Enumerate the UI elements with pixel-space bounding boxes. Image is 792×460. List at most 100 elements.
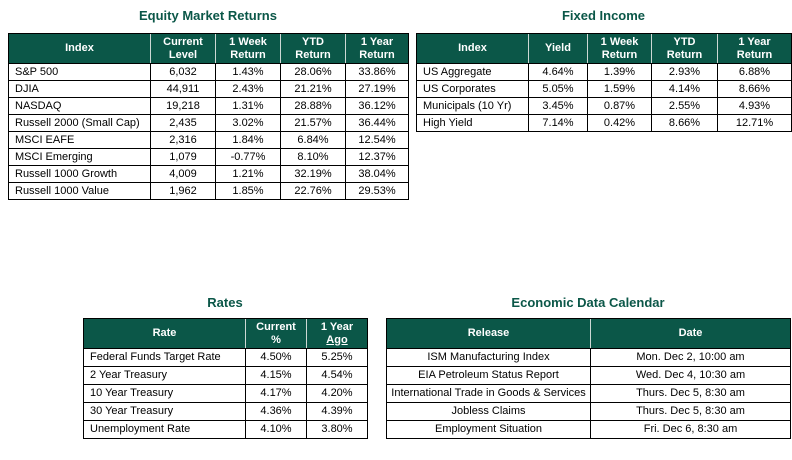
column-header-text: Date — [678, 327, 703, 339]
cell: 38.04% — [345, 165, 409, 183]
cell: US Corporates — [416, 80, 529, 98]
cell: 1.59% — [587, 80, 652, 98]
fixed-income-panel: Fixed Income Index Yield 1 Week Return YTD Re… — [416, 8, 792, 132]
cell: 6.84% — [280, 131, 346, 149]
column-header-text: Return — [736, 48, 773, 61]
column-header: YTD Return — [651, 33, 718, 64]
cell: 4.39% — [306, 402, 368, 421]
cell: Thurs. Dec 5, 8:30 am — [590, 402, 791, 421]
equity-market-returns-table: Index Current Level 1 Week Return YTD Return 1 … — [8, 33, 409, 200]
column-header: YTD Return — [280, 33, 346, 64]
cell: 6.88% — [717, 63, 792, 81]
column-header-text: YTD — [673, 35, 696, 48]
cell: 8.66% — [717, 80, 792, 98]
cell: 2.55% — [651, 97, 718, 115]
cell: 1.21% — [215, 165, 281, 183]
cell: EIA Petroleum Status Report — [386, 366, 591, 385]
cell: 30 Year Treasury — [83, 402, 246, 421]
cell: 4.17% — [245, 384, 307, 403]
cell: S&P 500 — [8, 63, 151, 81]
cell: ISM Manufacturing Index — [386, 348, 591, 367]
cell: 4.64% — [528, 63, 588, 81]
cell: 21.57% — [280, 114, 346, 132]
table-row: 10 Year Treasury 4.17% 4.20% — [83, 384, 368, 403]
column-header-text: Return — [359, 48, 395, 61]
column-header-text: Ago — [326, 333, 348, 346]
cell: 19,218 — [150, 97, 216, 115]
column-header: Index — [8, 33, 151, 64]
cell: 4.10% — [245, 420, 307, 439]
cell: International Trade in Goods & Services — [386, 384, 591, 403]
cell: 2.93% — [651, 63, 718, 81]
table-row: High Yield 7.14% 0.42% 8.66% 12.71% — [416, 114, 792, 132]
cell: 2.43% — [215, 80, 281, 98]
column-header-text: Return — [295, 48, 331, 61]
column-header-text: Level — [168, 48, 198, 61]
table-row: Russell 2000 (Small Cap) 2,435 3.02% 21.57%… — [8, 114, 409, 132]
cell: 4.36% — [245, 402, 307, 421]
column-header-text: % — [271, 333, 281, 346]
cell: 6,032 — [150, 63, 216, 81]
cell: 3.45% — [528, 97, 588, 115]
cell: 4.50% — [245, 348, 307, 367]
column-header: Current Level — [150, 33, 216, 64]
column-header: 1 Year Return — [717, 33, 792, 64]
cell: Russell 1000 Value — [8, 182, 151, 200]
cell: 10 Year Treasury — [83, 384, 246, 403]
cell: 29.53% — [345, 182, 409, 200]
column-header: Release — [386, 318, 591, 349]
table-row: Federal Funds Target Rate 4.50% 5.25% — [83, 348, 368, 367]
cell: Mon. Dec 2, 10:00 am — [590, 348, 791, 367]
fixed-income-table: Index Yield 1 Week Return YTD Return 1 Year Ret… — [416, 33, 792, 132]
cell: 36.12% — [345, 97, 409, 115]
column-header-text: Release — [467, 327, 510, 339]
header-row: Index Current Level 1 Week Return YTD Return 1 … — [8, 33, 409, 64]
column-header-text: 1 Year — [738, 35, 771, 48]
cell: Thurs. Dec 5, 8:30 am — [590, 384, 791, 403]
cell: Russell 2000 (Small Cap) — [8, 114, 151, 132]
cell: 3.02% — [215, 114, 281, 132]
cell: 27.19% — [345, 80, 409, 98]
cell: MSCI Emerging — [8, 148, 151, 166]
cell: 28.06% — [280, 63, 346, 81]
column-header: Current% — [245, 318, 307, 349]
table-row: International Trade in Goods & Services T… — [386, 384, 791, 403]
cell: 8.10% — [280, 148, 346, 166]
column-header: Index — [416, 33, 529, 64]
column-header-text: 1 Year — [320, 320, 354, 333]
column-header-text: Current — [256, 320, 296, 333]
column-header-text: Return — [230, 48, 266, 61]
column-header-text: Yield — [545, 42, 571, 54]
column-header-text: 1 Year — [360, 35, 394, 48]
column-header-text: Rate — [152, 327, 177, 339]
cell: 32.19% — [280, 165, 346, 183]
table-row: Jobless Claims Thurs. Dec 5, 8:30 am — [386, 402, 791, 421]
header-row: Index Yield 1 Week Return YTD Return 1 Year Ret… — [416, 33, 792, 64]
header-row: Rate Current% 1 Year Ago — [83, 318, 368, 349]
column-header-text: Index — [458, 42, 487, 54]
column-header-text: 1 Week — [600, 35, 639, 48]
cell: 12.37% — [345, 148, 409, 166]
cell: High Yield — [416, 114, 529, 132]
rates-table: Rate Current% 1 Year Ago Federal Funds Targe… — [83, 318, 368, 439]
cell: 28.88% — [280, 97, 346, 115]
table-row: DJIA 44,911 2.43% 21.21% 27.19% — [8, 80, 409, 98]
cell: 21.21% — [280, 80, 346, 98]
column-header: 1 Week Return — [215, 33, 281, 64]
cell: Unemployment Rate — [83, 420, 246, 439]
rates-title: Rates — [207, 295, 243, 310]
cell: 36.44% — [345, 114, 409, 132]
column-header: 1 Week Return — [587, 33, 652, 64]
cell: DJIA — [8, 80, 151, 98]
table-row: EIA Petroleum Status Report Wed. Dec 4, 1… — [386, 366, 791, 385]
rates-panel: Rates Rate Current% 1 Year Ago Federal Funds… — [83, 295, 368, 439]
cell: Fri. Dec 6, 8:30 am — [590, 420, 791, 439]
column-header: 1 Year Return — [345, 33, 409, 64]
cell: Russell 1000 Growth — [8, 165, 151, 183]
cell: 1.85% — [215, 182, 281, 200]
table-row: Employment Situation Fri. Dec 6, 8:30 am — [386, 420, 791, 439]
fixed-income-title: Fixed Income — [561, 8, 646, 23]
column-header-text: 1 Week — [229, 35, 267, 48]
table-row: 2 Year Treasury 4.15% 4.54% — [83, 366, 368, 385]
